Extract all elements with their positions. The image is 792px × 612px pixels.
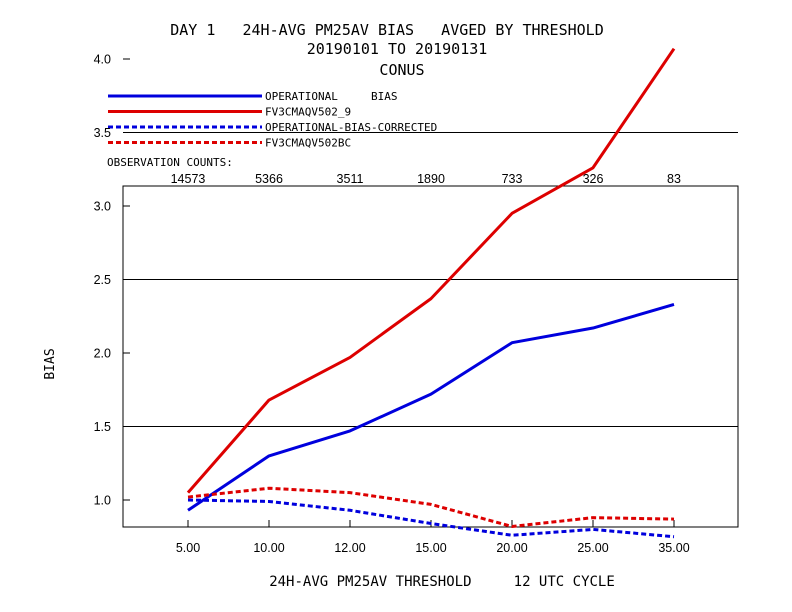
plot-frame: [122, 185, 739, 528]
observation-count: 83: [667, 172, 681, 186]
series-line-4: [187, 486, 675, 528]
y-tick-label: 2.0: [94, 347, 111, 361]
series-line-3: [187, 498, 675, 539]
legend: OPERATIONAL BIAS FV3CMAQV502_9 OPERATIONAL…: [108, 90, 437, 150]
series-lines: [186, 47, 676, 539]
gridlines: [123, 132, 738, 427]
y-tick-label: 1.0: [94, 494, 111, 508]
observation-count: 3511: [337, 172, 364, 186]
y-tick-label: 2.5: [94, 273, 111, 287]
series-line-2: [186, 47, 676, 494]
x-tick-label: 5.00: [176, 541, 200, 555]
x-tick-label: 20.00: [496, 541, 527, 555]
title-line-3: CONUS: [379, 61, 424, 79]
legend-label: OPERATIONAL BIAS: [265, 90, 397, 103]
observation-counts: 14573 5366 3511 1890 733 326 83: [171, 172, 681, 186]
y-tick-label: 3.5: [94, 126, 111, 140]
x-tick-label: 10.00: [253, 541, 284, 555]
observation-count: 1890: [417, 172, 445, 186]
x-tick-label: 15.00: [415, 541, 446, 555]
observation-count: 5366: [255, 172, 283, 186]
y-tick-label: 4.0: [94, 53, 111, 67]
series-line-1: [187, 303, 675, 512]
y-tick-label: 1.5: [94, 420, 111, 434]
x-axis-ticks: 5.00 10.00 12.00 15.00 20.00 25.00 35.00: [176, 520, 690, 555]
x-tick-label: 25.00: [577, 541, 608, 555]
x-tick-label: 35.00: [658, 541, 689, 555]
x-axis-label: 24H-AVG PM25AV THRESHOLD 12 UTC CYCLE: [269, 574, 615, 590]
y-axis-label: BIAS: [43, 348, 58, 379]
observation-count: 733: [502, 172, 523, 186]
title-line-2: 20190101 TO 20190131: [307, 40, 488, 58]
observation-count: 14573: [171, 172, 206, 186]
legend-label: FV3CMAQV502BC: [265, 137, 351, 150]
title-line-1: DAY 1 24H-AVG PM25AV BIAS AVGED BY THRES…: [170, 21, 603, 39]
legend-label: FV3CMAQV502_9: [265, 106, 351, 119]
observation-count: 326: [583, 172, 604, 186]
observation-counts-label: OBSERVATION COUNTS:: [107, 156, 233, 169]
y-axis-ticks: 1.01.52.02.53.03.54.04.55.0: [94, 53, 130, 508]
legend-label: OPERATIONAL-BIAS-CORRECTED: [265, 121, 437, 134]
y-tick-label: 3.0: [94, 200, 111, 214]
x-tick-label: 12.00: [334, 541, 365, 555]
